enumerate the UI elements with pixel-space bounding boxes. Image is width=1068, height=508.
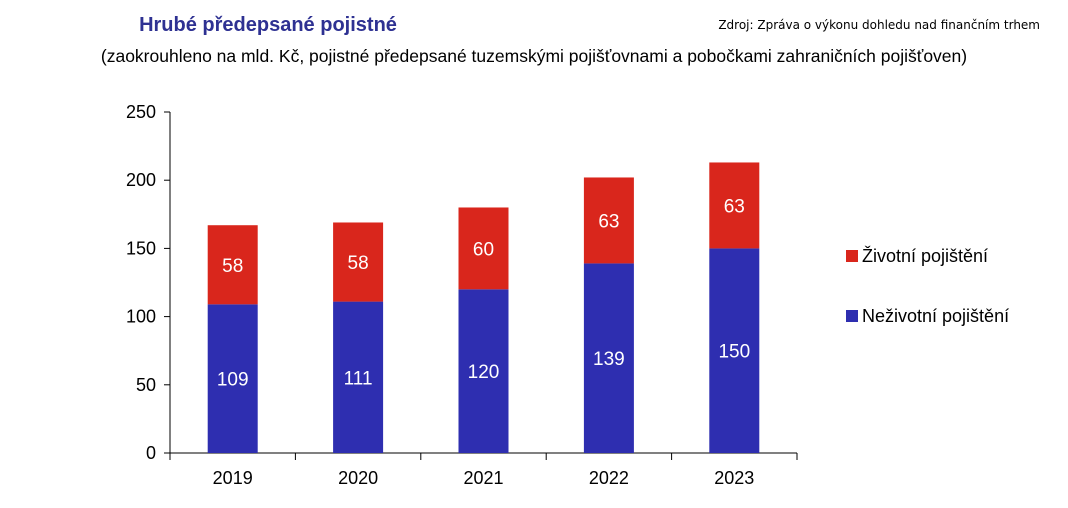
source-note: Zdroj: Zpráva o výkonu dohledu nad finan…	[718, 18, 1040, 32]
data-label: 58	[348, 253, 369, 274]
x-tick-label: 2023	[714, 468, 754, 488]
bar-segment	[458, 289, 509, 453]
bar-segment	[709, 248, 760, 453]
legend: Životní pojištění Neživotní pojištění	[846, 246, 1009, 326]
x-tick-label: 2022	[589, 468, 629, 488]
legend-label: Životní pojištění	[862, 246, 988, 266]
y-tick-label: 100	[126, 307, 156, 327]
data-label: 111	[344, 368, 373, 389]
data-label: 109	[217, 370, 249, 391]
bar-segment	[709, 162, 760, 249]
bar-segment	[333, 222, 384, 302]
data-label: 63	[724, 196, 745, 217]
x-tick-label: 2021	[463, 468, 503, 488]
data-label: 139	[593, 349, 625, 370]
x-tick-label: 2019	[213, 468, 253, 488]
chart-title: Hrubé předepsané pojistné	[139, 14, 397, 36]
data-label: 63	[598, 211, 619, 232]
y-tick-label: 250	[126, 102, 156, 122]
y-tick-label: 200	[126, 170, 156, 190]
bar-segment	[583, 177, 634, 264]
bars: 109 58 111 58 120 60 139 63 150 63	[207, 162, 760, 453]
data-label: 150	[718, 342, 750, 363]
bar-segment	[207, 225, 258, 305]
y-tick-label: 150	[126, 238, 156, 258]
data-label: 120	[468, 362, 500, 383]
chart-subtitle: (zaokrouhleno na mld. Kč, pojistné přede…	[100, 46, 968, 66]
data-label: 58	[222, 256, 243, 277]
legend-swatch	[846, 250, 858, 262]
y-tick-label: 0	[146, 443, 156, 463]
bar-segment	[333, 301, 384, 453]
data-label: 60	[473, 239, 494, 260]
legend-label: Neživotní pojištění	[862, 306, 1009, 326]
legend-swatch	[846, 310, 858, 322]
bar-segment	[207, 304, 258, 453]
bar-segment	[583, 263, 634, 453]
y-tick-label: 50	[136, 375, 156, 395]
x-tick-label: 2020	[338, 468, 378, 488]
bar-segment	[458, 207, 509, 290]
axes: 0 50 100 150 200 250 2019 2020 2021 2022 2023	[126, 102, 798, 488]
